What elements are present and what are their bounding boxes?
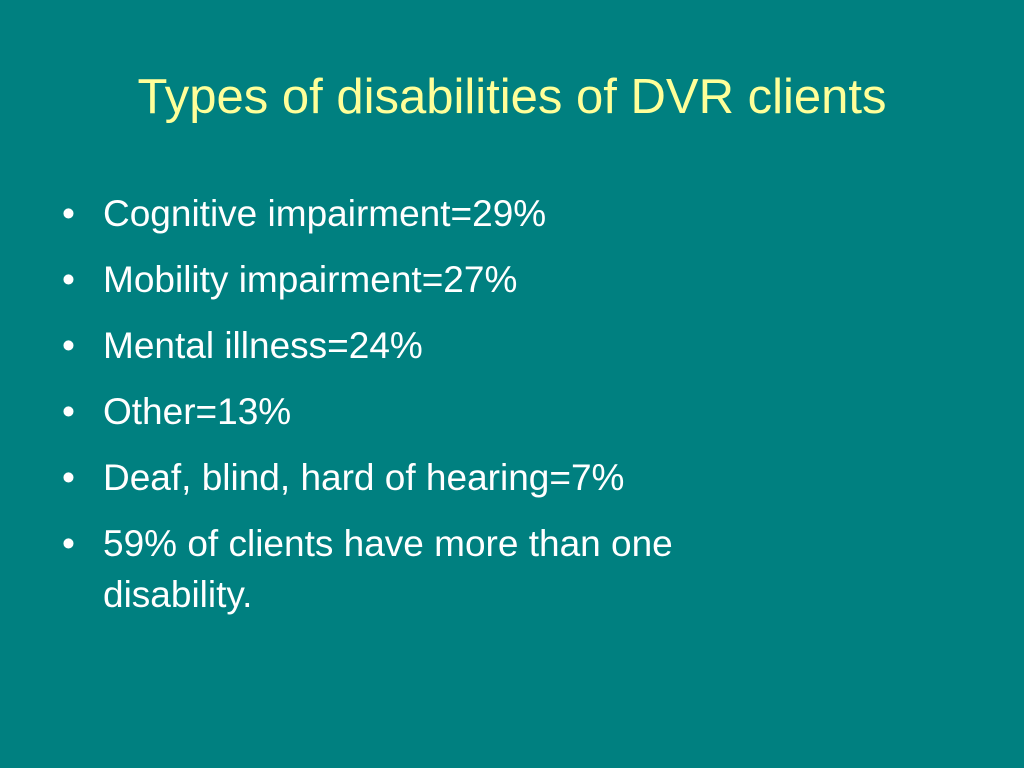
bullet-marker: • xyxy=(62,193,75,234)
bullet-marker: • xyxy=(62,457,75,498)
bullet-item: • Other=13% xyxy=(60,386,960,437)
bullet-text: Deaf, blind, hard of hearing=7% xyxy=(103,457,625,498)
bullet-item: • Mobility impairment=27% xyxy=(60,254,960,305)
bullet-text: 59% of clients have more than one disabi… xyxy=(103,523,673,615)
bullet-item: • Mental illness=24% xyxy=(60,320,960,371)
bullet-marker: • xyxy=(62,259,75,300)
bullet-marker: • xyxy=(62,391,75,432)
bullet-marker: • xyxy=(62,523,75,564)
bullet-text: Cognitive impairment=29% xyxy=(103,193,547,234)
bullet-item: • Deaf, blind, hard of hearing=7% xyxy=(60,452,960,503)
bullet-text: Other=13% xyxy=(103,391,292,432)
bullet-item: • Cognitive impairment=29% xyxy=(60,188,960,239)
bullet-item: • 59% of clients have more than one disa… xyxy=(60,518,960,620)
bullet-text: Mental illness=24% xyxy=(103,325,423,366)
bullet-text: Mobility impairment=27% xyxy=(103,259,518,300)
slide-title: Types of disabilities of DVR clients xyxy=(137,70,887,124)
bullet-list: • Cognitive impairment=29% • Mobility im… xyxy=(60,188,960,635)
bullet-marker: • xyxy=(62,325,75,366)
